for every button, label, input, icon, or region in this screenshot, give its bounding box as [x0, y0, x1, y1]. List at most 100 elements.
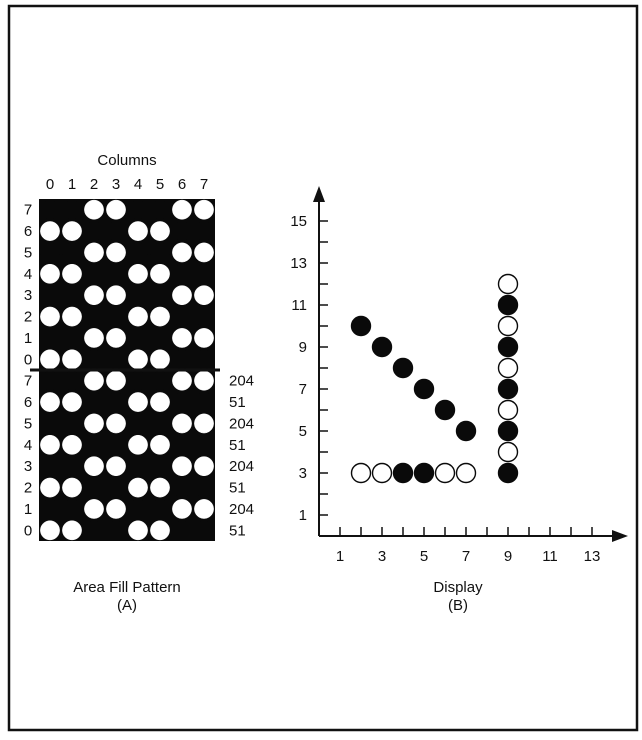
- pattern-dot-on: [194, 434, 214, 455]
- pattern-dot-on: [84, 221, 104, 241]
- columns-heading: Columns: [97, 152, 156, 169]
- pattern-dot-off: [194, 285, 214, 306]
- pattern-dot-off: [40, 477, 60, 498]
- plotted-pixel-on: [497, 378, 519, 400]
- pattern-dot-on: [150, 242, 170, 263]
- pattern-dot-off: [62, 263, 82, 284]
- pattern-dot-off: [62, 392, 82, 412]
- pattern-dot-off: [128, 477, 148, 498]
- pattern-dot-off: [172, 456, 192, 477]
- pattern-dot-off: [40, 221, 60, 241]
- pattern-dot-on: [194, 221, 214, 241]
- pattern-dot-off: [84, 456, 104, 477]
- row-label: 5: [24, 415, 32, 432]
- plotted-pixel-on: [497, 462, 519, 484]
- column-label: 2: [90, 176, 98, 193]
- pattern-dot-off: [128, 520, 148, 541]
- column-label: 4: [134, 176, 142, 193]
- pattern-dot-on: [128, 370, 148, 391]
- pattern-dot-off: [84, 328, 104, 348]
- row-value-label: 204: [229, 458, 254, 475]
- y-tick-label: 5: [299, 423, 307, 440]
- row-value-label: 51: [229, 522, 246, 539]
- pattern-dot-on: [128, 413, 148, 434]
- row-label: 4: [24, 266, 32, 283]
- plotted-pixel-off: [434, 462, 456, 484]
- plotted-pixel-off: [497, 315, 519, 337]
- pattern-dot-off: [150, 221, 170, 241]
- pattern-dot-on: [40, 499, 60, 519]
- x-axis-arrow-icon: [612, 530, 628, 542]
- pattern-dot-on: [84, 520, 104, 541]
- column-label: 5: [156, 176, 164, 193]
- pattern-dot-on: [62, 499, 82, 519]
- pattern-dot-off: [106, 456, 126, 477]
- pattern-dot-off: [106, 242, 126, 263]
- column-label: 1: [68, 176, 76, 193]
- pattern-dot-off: [172, 370, 192, 391]
- y-tick-label: 7: [299, 381, 307, 398]
- pattern-dot-off: [106, 499, 126, 519]
- pattern-dot-on: [172, 263, 192, 284]
- pattern-dot-off: [172, 285, 192, 306]
- pattern-dot-on: [128, 242, 148, 263]
- pattern-dot-off: [106, 328, 126, 348]
- figure-frame: [7, 4, 639, 732]
- pattern-dot-off: [62, 221, 82, 241]
- plotted-pixel-on: [497, 336, 519, 358]
- pattern-dot-on: [106, 221, 126, 241]
- pattern-dot-off: [194, 456, 214, 477]
- y-tick-label: 9: [299, 339, 307, 356]
- x-tick-label: 9: [504, 548, 512, 565]
- pattern-dot-on: [128, 199, 148, 220]
- pattern-dot-off: [84, 370, 104, 391]
- pattern-dot-on: [194, 349, 214, 370]
- pattern-dot-on: [62, 285, 82, 306]
- pattern-dot-off: [40, 392, 60, 412]
- pattern-dot-on: [40, 199, 60, 220]
- pattern-dot-off: [84, 413, 104, 434]
- pattern-dot-on: [40, 370, 60, 391]
- pattern-dot-on: [128, 328, 148, 348]
- pattern-dot-off: [128, 392, 148, 412]
- panel-a-caption-tag: (A): [117, 597, 137, 614]
- panel-b-caption-title: Display: [433, 579, 483, 596]
- pattern-dot-off: [128, 349, 148, 370]
- column-label: 6: [178, 176, 186, 193]
- row-value-label: 204: [229, 501, 254, 518]
- plotted-pixel-off: [497, 357, 519, 379]
- pattern-dot-off: [128, 221, 148, 241]
- pattern-dot-on: [150, 328, 170, 348]
- row-label: 5: [24, 244, 32, 261]
- row-label: 2: [24, 480, 32, 497]
- pattern-dot-off: [150, 520, 170, 541]
- pattern-dot-on: [84, 434, 104, 455]
- pattern-dot-off: [194, 499, 214, 519]
- x-tick-label: 11: [542, 548, 558, 565]
- pattern-dot-on: [106, 520, 126, 541]
- plotted-pixel-on: [455, 420, 477, 442]
- pattern-dot-off: [172, 242, 192, 263]
- pattern-dot-on: [106, 477, 126, 498]
- column-label: 0: [46, 176, 54, 193]
- row-label: 7: [24, 373, 32, 390]
- x-tick-label: 3: [378, 548, 386, 565]
- row-label: 3: [24, 458, 32, 475]
- row-label: 7: [24, 202, 32, 219]
- pattern-dot-on: [194, 520, 214, 541]
- pattern-dot-on: [150, 413, 170, 434]
- pattern-dot-on: [194, 392, 214, 412]
- plotted-pixel-on: [413, 462, 435, 484]
- plotted-pixel-on: [497, 420, 519, 442]
- pattern-dot-on: [150, 370, 170, 391]
- pattern-dot-off: [150, 349, 170, 370]
- x-tick-label: 13: [584, 548, 601, 565]
- row-value-labels: 204 51 204 51 204 51 204 51: [229, 373, 254, 540]
- panel-a-caption-title: Area Fill Pattern: [73, 579, 181, 596]
- plotted-pixel-off: [350, 462, 372, 484]
- pattern-dot-off: [84, 285, 104, 306]
- y-tick-label: 1: [299, 507, 307, 524]
- pattern-dot-off: [106, 199, 126, 220]
